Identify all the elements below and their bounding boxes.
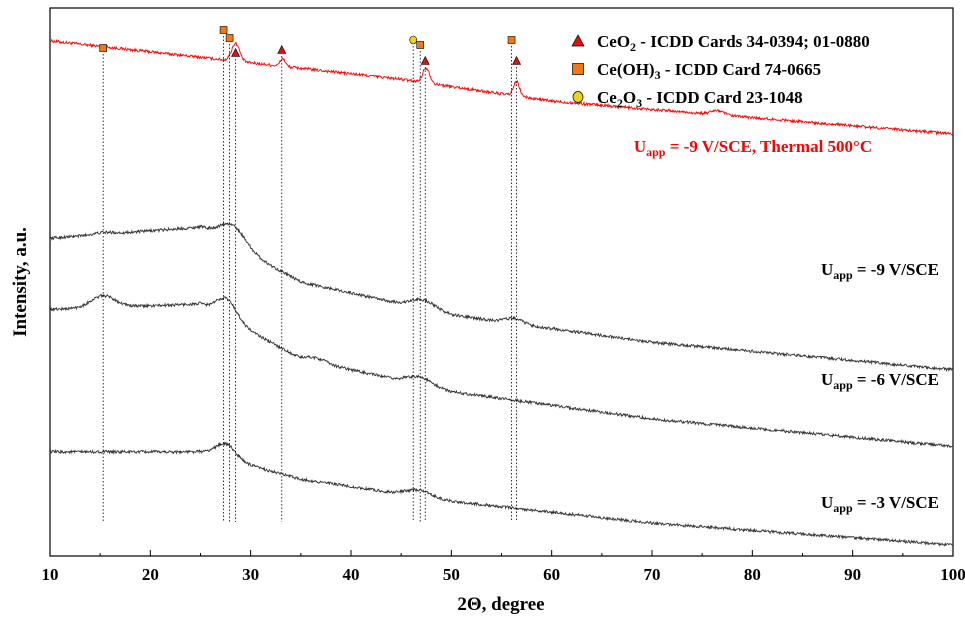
x-axis: 10 20 30 40 50 60 70 80 90 100 xyxy=(42,550,965,584)
marker-CeOH3-5 xyxy=(507,36,516,44)
x-tick-label-50: 50 xyxy=(443,565,460,584)
legend-entry-3: Ce2O3 - ICDD Card 23-1048 xyxy=(597,88,803,110)
series-label-4: Uapp = -3 V/SCE xyxy=(821,493,939,515)
plot-frame xyxy=(49,7,954,557)
series-label-3: Uapp = -6 V/SCE xyxy=(821,370,939,392)
marker-Ce2O3-1 xyxy=(409,35,418,45)
series-trace-1 xyxy=(49,38,954,136)
series-layer xyxy=(49,38,954,547)
legend-entry-1: CeO2 - ICDD Cards 34-0394; 01-0880 xyxy=(597,32,870,54)
series-trace-4 xyxy=(49,441,954,547)
x-axis-label: 2Θ, degree xyxy=(457,594,544,615)
marker-CeOH3-3 xyxy=(225,34,234,42)
marker-CeOH3-1 xyxy=(99,44,107,52)
reference-peak-lines xyxy=(102,36,517,522)
series-labels: Uapp = -9 V/SCE, Thermal 500°C Uapp = -9 … xyxy=(634,137,939,515)
marker-CeOH3-2 xyxy=(219,26,228,34)
marker-CeOH3-4 xyxy=(416,41,425,49)
legend-marker-circle xyxy=(572,91,584,103)
marker-CeO2-3 xyxy=(420,55,430,65)
series-trace-3 xyxy=(49,293,954,449)
x-tick-label-80: 80 xyxy=(744,565,761,584)
x-tick-label-100: 100 xyxy=(940,565,965,584)
legend: CeO2 - ICDD Cards 34-0394; 01-0880 Ce(OH)… xyxy=(571,32,870,110)
x-tick-label-30: 30 xyxy=(242,565,259,584)
series-trace-2 xyxy=(49,221,954,373)
marker-CeO2-1 xyxy=(231,47,241,57)
legend-marker-square xyxy=(572,63,584,75)
x-tick-label-90: 90 xyxy=(844,565,861,584)
legend-marker-triangle xyxy=(571,34,585,47)
marker-CeO2-2 xyxy=(277,44,287,54)
x-tick-label-70: 70 xyxy=(644,565,661,584)
marker-CeO2-4 xyxy=(512,55,522,65)
x-tick-label-10: 10 xyxy=(42,565,59,584)
x-tick-label-40: 40 xyxy=(343,565,360,584)
legend-entry-2: Ce(OH)3 - ICDD Card 74-0665 xyxy=(597,60,821,82)
x-tick-label-60: 60 xyxy=(543,565,560,584)
x-tick-label-20: 20 xyxy=(142,565,159,584)
y-axis-label: Intensity, a.u. xyxy=(10,227,31,337)
reference-peak-markers xyxy=(99,26,522,65)
series-label-1: Uapp = -9 V/SCE, Thermal 500°C xyxy=(634,137,872,159)
series-label-2: Uapp = -9 V/SCE xyxy=(821,260,939,282)
